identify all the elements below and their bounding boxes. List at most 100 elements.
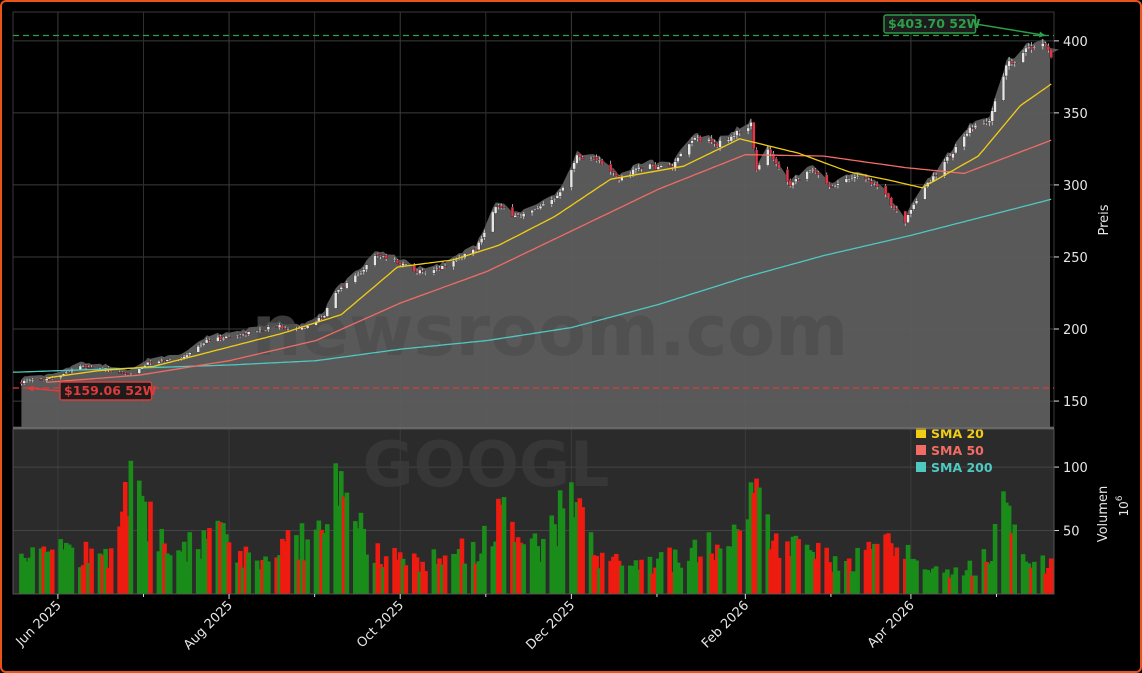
volume-bar bbox=[667, 547, 672, 594]
volume-bar bbox=[712, 560, 717, 594]
candle-body bbox=[1041, 43, 1045, 47]
volume-bar bbox=[785, 541, 790, 594]
candle-body bbox=[87, 367, 91, 369]
volume-bar bbox=[849, 571, 855, 594]
volume-bar bbox=[748, 482, 754, 594]
volume-bar bbox=[243, 546, 249, 594]
candle-body bbox=[811, 169, 815, 172]
candle-body bbox=[637, 167, 641, 170]
volume-bar bbox=[773, 533, 779, 594]
candle-body bbox=[261, 329, 265, 332]
volume-bar bbox=[945, 569, 950, 594]
candle-body bbox=[872, 183, 876, 186]
candle-body bbox=[160, 360, 164, 362]
candle-body bbox=[1010, 61, 1014, 64]
date-axis-ticks: Jun 2025 Aug 2025 Oct 2025 Dec 2025 Feb 2026… bbox=[13, 594, 997, 653]
volume-bar bbox=[650, 573, 656, 594]
candle-body bbox=[224, 336, 228, 339]
volume-bar bbox=[745, 519, 751, 594]
candle-body bbox=[755, 149, 759, 171]
volume-bar bbox=[226, 542, 232, 594]
candle-body bbox=[892, 205, 896, 209]
candle-body bbox=[732, 135, 736, 138]
candle-body bbox=[766, 149, 770, 166]
candle-body bbox=[373, 255, 377, 266]
volume-bar bbox=[333, 463, 338, 594]
candle-body bbox=[379, 254, 383, 257]
candle-body bbox=[833, 186, 837, 188]
volume-bar bbox=[299, 523, 305, 594]
volume-bar bbox=[1009, 532, 1015, 594]
candle-body bbox=[749, 122, 753, 127]
candle-body bbox=[687, 143, 691, 156]
candle-body bbox=[575, 154, 579, 164]
volume-bar bbox=[1032, 561, 1037, 594]
volume-bar bbox=[574, 502, 580, 594]
candle-body bbox=[356, 274, 360, 276]
candle-body bbox=[165, 359, 169, 362]
candlesticks bbox=[19, 39, 1053, 386]
volume-bar bbox=[835, 570, 841, 594]
candle-body bbox=[123, 372, 127, 375]
volume-bar bbox=[886, 533, 891, 594]
volume-bar bbox=[608, 560, 613, 594]
volume-bar bbox=[139, 495, 145, 594]
candle-body bbox=[286, 328, 290, 330]
candle-body bbox=[404, 263, 408, 266]
volume-bar bbox=[470, 541, 476, 594]
low-52w-annotation: $159.06 52W bbox=[26, 381, 157, 401]
volume-bar bbox=[518, 542, 524, 594]
candle-body bbox=[202, 343, 206, 346]
candle-body bbox=[376, 254, 380, 256]
candle-body bbox=[1001, 75, 1006, 101]
date-tick-label: Jun 2025 bbox=[13, 598, 65, 650]
volume-bar bbox=[24, 561, 30, 594]
candle-body bbox=[592, 157, 596, 159]
candle-body bbox=[31, 379, 35, 382]
candle-body bbox=[530, 210, 534, 214]
candle-body bbox=[791, 182, 795, 186]
candle-body bbox=[971, 127, 975, 129]
volume-bar bbox=[827, 562, 832, 594]
sma-50-line bbox=[46, 139, 1052, 383]
volume-bar bbox=[580, 507, 585, 594]
volume-bar bbox=[1040, 555, 1046, 594]
candle-body bbox=[421, 270, 425, 273]
legend-label-sma-50: SMA 50 bbox=[931, 443, 984, 458]
legend: SMA 20 SMA 50 SMA 200 bbox=[916, 426, 993, 475]
volume-bar bbox=[905, 544, 911, 594]
volume-bar bbox=[257, 569, 263, 594]
high-52w-label: $403.70 52W bbox=[888, 16, 981, 31]
volume-bar bbox=[108, 548, 114, 594]
candle-body bbox=[968, 127, 972, 134]
volume-bar bbox=[599, 552, 605, 594]
volume-bar bbox=[285, 530, 291, 594]
volume-bar bbox=[423, 571, 428, 594]
candle-body bbox=[353, 275, 357, 283]
volume-bar bbox=[456, 549, 462, 594]
candle-body bbox=[1004, 64, 1008, 77]
volume-bar bbox=[282, 541, 288, 594]
volume-bar bbox=[83, 541, 89, 594]
candle-body bbox=[693, 137, 697, 141]
volume-bar bbox=[451, 553, 456, 594]
volume-bar bbox=[159, 528, 165, 594]
candle-body bbox=[516, 215, 520, 217]
volume-bar bbox=[440, 564, 445, 594]
candle-body bbox=[494, 206, 498, 214]
candle-body bbox=[278, 324, 282, 328]
volume-bar bbox=[417, 571, 423, 594]
candle-body bbox=[715, 143, 719, 147]
volume-bar bbox=[162, 543, 167, 594]
candle-body bbox=[578, 153, 582, 158]
volume-bar bbox=[397, 552, 403, 594]
candle-body bbox=[651, 163, 655, 165]
volume-bar bbox=[120, 511, 125, 594]
volume-bar bbox=[1023, 561, 1029, 594]
volume-tick-label: 100 bbox=[1063, 461, 1088, 476]
volume-bar bbox=[512, 541, 518, 594]
volume-bar bbox=[344, 492, 350, 594]
candle-body bbox=[541, 203, 545, 206]
candle-body bbox=[597, 159, 601, 161]
candle-body bbox=[474, 248, 478, 251]
